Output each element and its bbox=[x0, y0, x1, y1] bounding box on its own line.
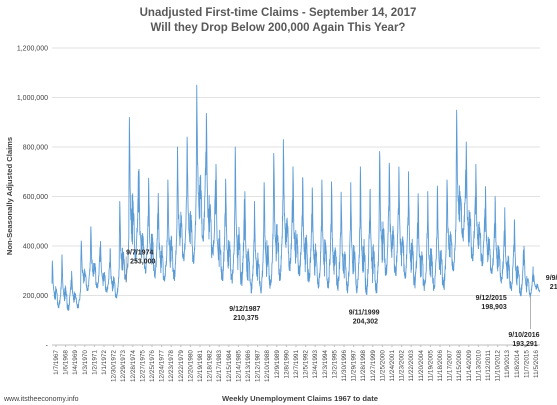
x-tick-label: 12/9/1989 bbox=[274, 350, 281, 379]
x-axis-label: Weekly Unemployment Claims 1967 to date bbox=[222, 394, 378, 403]
x-tick-label: 12/15/1984 bbox=[226, 350, 233, 382]
annotation-value: 204,302 bbox=[353, 318, 378, 325]
x-tick-label: 12/30/1972 bbox=[111, 350, 118, 382]
y-tick-label: 400,000 bbox=[23, 244, 48, 251]
x-tick-label: 11/20/2004 bbox=[418, 350, 425, 382]
x-tick-label: 12/23/1978 bbox=[168, 350, 175, 382]
x-tick-label: 12/25/1976 bbox=[149, 350, 156, 382]
x-tick-label: 11/19/2005 bbox=[427, 350, 434, 382]
series-line bbox=[51, 84, 541, 311]
annotation-value: 210,375 bbox=[233, 315, 258, 322]
x-tick-label: 12/8/1990 bbox=[283, 350, 290, 379]
x-tick-label: 12/12/1987 bbox=[255, 350, 262, 382]
annotation-value: 214,121 bbox=[550, 284, 557, 291]
chart-title: Unadjusted First-time Claims - September… bbox=[140, 7, 417, 19]
x-tick-label: 11/8/2014 bbox=[514, 350, 521, 378]
y-tick-label: - bbox=[46, 343, 49, 350]
x-tick-label: 12/18/1982 bbox=[207, 350, 214, 382]
x-tick-label: 12/7/1991 bbox=[293, 350, 300, 379]
chart-subtitle: Will they Drop Below 200,000 Again This … bbox=[151, 22, 406, 34]
x-tick-label: 12/22/1979 bbox=[178, 350, 185, 382]
x-tick-label: 11/30/1996 bbox=[341, 350, 348, 382]
x-tick-label: 11/13/2010 bbox=[475, 350, 482, 382]
grid-lines bbox=[52, 47, 540, 296]
x-tick-label: 11/29/1997 bbox=[351, 350, 358, 382]
annotation-value: 193,291 bbox=[512, 341, 537, 348]
x-axis-ticks: 1/7/1967 1/6/1968 1/4/1969 1/3/1970 1/2/1971… bbox=[53, 345, 540, 382]
y-tick-label: 600,000 bbox=[23, 194, 48, 201]
annotation-value: 253,000 bbox=[130, 258, 155, 265]
annotation-date: 9/11/1999 bbox=[349, 309, 380, 316]
x-tick-label: 11/25/2000 bbox=[379, 350, 386, 382]
x-tick-label: 11/17/2007 bbox=[447, 350, 454, 382]
x-tick-label: 1/4/1969 bbox=[72, 350, 79, 375]
x-tick-label: 12/2/1995 bbox=[331, 350, 338, 379]
y-tick-label: 800,000 bbox=[23, 145, 48, 152]
x-tick-label: 11/27/1999 bbox=[370, 350, 377, 382]
x-tick-label: 11/9/2013 bbox=[504, 350, 511, 378]
x-tick-label: 12/4/1993 bbox=[312, 350, 319, 379]
y-tick-label: 1,000,000 bbox=[17, 95, 48, 102]
x-tick-label: 12/29/1973 bbox=[120, 350, 127, 382]
annotation-date: 9/10/2016 bbox=[508, 332, 539, 339]
x-tick-label: 12/3/1994 bbox=[322, 350, 329, 379]
x-tick-label: 11/24/2001 bbox=[389, 350, 396, 382]
x-tick-label: 12/20/1980 bbox=[187, 350, 194, 382]
annotation-date: 9/9/2017 bbox=[546, 275, 557, 282]
x-tick-label: 12/13/1986 bbox=[245, 350, 252, 382]
x-tick-label: 12/17/1983 bbox=[216, 350, 223, 382]
annotation-date: 9/7/1974 bbox=[126, 249, 153, 256]
annotations: 9/7/1974 253,000 9/12/1987 210,375 9/11/1999… bbox=[125, 249, 557, 348]
x-tick-label: 1/1/1972 bbox=[101, 350, 108, 375]
x-tick-label: 12/10/1988 bbox=[264, 350, 271, 382]
y-tick-label: 1,200,000 bbox=[17, 46, 48, 53]
x-tick-label: 12/14/1985 bbox=[235, 350, 242, 382]
x-tick-label: 1/2/1971 bbox=[91, 350, 98, 375]
x-tick-label: 12/5/1992 bbox=[303, 350, 310, 379]
x-tick-label: 11/12/2011 bbox=[485, 350, 492, 381]
x-tick-label: 12/24/1977 bbox=[159, 350, 166, 382]
y-tick-label: 200,000 bbox=[23, 293, 48, 300]
x-tick-label: 1/7/1967 bbox=[53, 350, 60, 375]
x-tick-label: 12/19/1981 bbox=[197, 350, 204, 382]
y-axis-ticks: - 200,000 400,000 600,000 800,000 1,000,000 1,… bbox=[17, 46, 49, 350]
y-axis-label: Non-Seasonally Adjusted Claims bbox=[5, 137, 14, 255]
annotation-value: 198,903 bbox=[481, 304, 506, 311]
x-tick-label: 1/6/1968 bbox=[63, 350, 70, 375]
source-credit: www.itstheeconomy.info bbox=[3, 396, 79, 403]
x-tick-label: 11/5/2016 bbox=[533, 350, 540, 378]
x-tick-label: 11/14/2009 bbox=[466, 350, 473, 382]
x-tick-label: 11/22/2003 bbox=[408, 350, 415, 382]
x-tick-label: 1/3/1970 bbox=[82, 350, 89, 375]
x-tick-label: 12/28/1974 bbox=[130, 350, 137, 382]
x-tick-label: 11/28/1998 bbox=[360, 350, 367, 382]
annotation-date: 9/12/2015 bbox=[476, 295, 507, 302]
x-tick-label: 11/18/2006 bbox=[437, 350, 444, 382]
x-tick-label: 12/27/1975 bbox=[139, 350, 146, 382]
x-tick-label: 11/15/2008 bbox=[456, 350, 463, 382]
annotation-date: 9/12/1987 bbox=[229, 306, 260, 313]
x-tick-label: 11/23/2002 bbox=[399, 350, 406, 382]
x-tick-label: 11/10/2012 bbox=[495, 350, 502, 382]
x-tick-label: 11/7/2015 bbox=[523, 350, 530, 378]
